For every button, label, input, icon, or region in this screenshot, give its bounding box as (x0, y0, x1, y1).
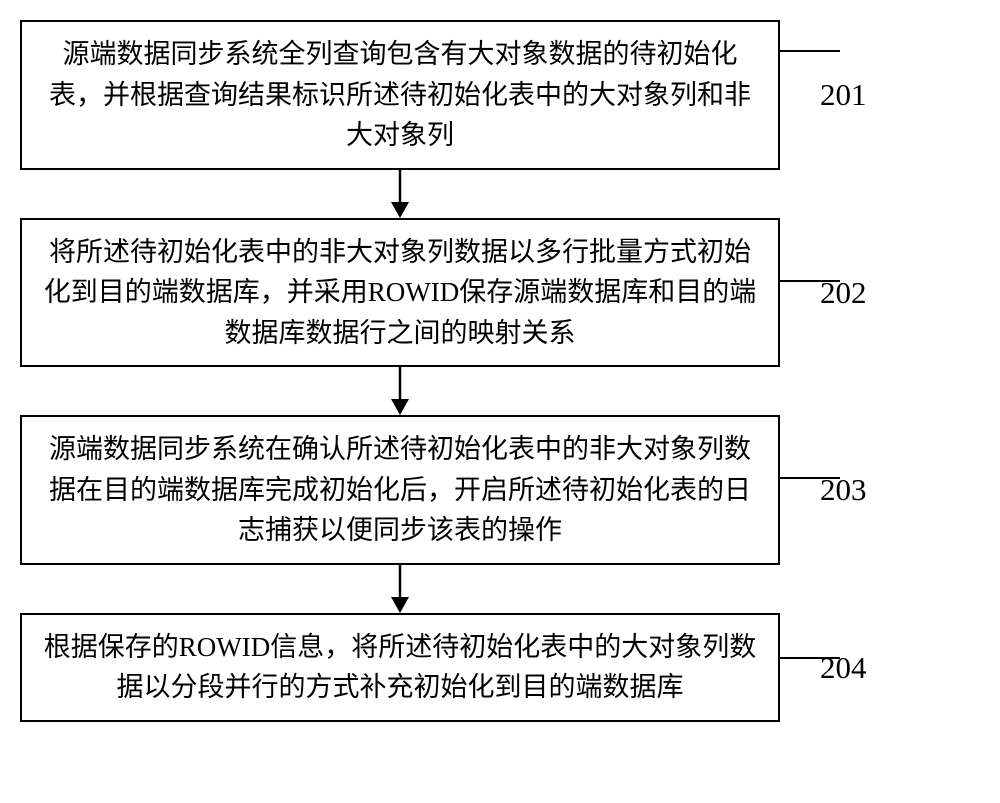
arrow-down-icon (380, 170, 420, 218)
flow-step-text: 源端数据同步系统全列查询包含有大对象数据的待初始化表，并根据查询结果标识所述待初… (49, 39, 751, 150)
flow-connector (20, 565, 780, 613)
flow-step-row: 源端数据同步系统在确认所述待初始化表中的非大对象列数据在目的端数据库完成初始化后… (20, 415, 980, 565)
label-connector-line (780, 477, 840, 479)
flow-step-text: 源端数据同步系统在确认所述待初始化表中的非大对象列数据在目的端数据库完成初始化后… (49, 434, 751, 545)
flow-step-row: 源端数据同步系统全列查询包含有大对象数据的待初始化表，并根据查询结果标识所述待初… (20, 20, 980, 170)
flowchart-container: 源端数据同步系统全列查询包含有大对象数据的待初始化表，并根据查询结果标识所述待初… (20, 20, 980, 722)
label-connector-line (780, 50, 840, 52)
label-connector-line (780, 657, 840, 659)
flow-step-row: 根据保存的ROWID信息，将所述待初始化表中的大对象列数据以分段并行的方式补充初… (20, 613, 980, 722)
flow-connector (20, 170, 780, 218)
flow-step-box: 将所述待初始化表中的非大对象列数据以多行批量方式初始化到目的端数据库，并采用RO… (20, 218, 780, 368)
flow-step-label: 201 (820, 79, 867, 110)
arrow-down-icon (380, 565, 420, 613)
flow-step-row: 将所述待初始化表中的非大对象列数据以多行批量方式初始化到目的端数据库，并采用RO… (20, 218, 980, 368)
flow-step-text: 根据保存的ROWID信息，将所述待初始化表中的大对象列数据以分段并行的方式补充初… (44, 632, 756, 703)
flow-step-text: 将所述待初始化表中的非大对象列数据以多行批量方式初始化到目的端数据库，并采用RO… (44, 237, 756, 348)
arrow-down-icon (380, 367, 420, 415)
flow-step-box: 根据保存的ROWID信息，将所述待初始化表中的大对象列数据以分段并行的方式补充初… (20, 613, 780, 722)
label-connector-line (780, 280, 840, 282)
flow-step-box: 源端数据同步系统在确认所述待初始化表中的非大对象列数据在目的端数据库完成初始化后… (20, 415, 780, 565)
flow-connector (20, 367, 780, 415)
flow-step-box: 源端数据同步系统全列查询包含有大对象数据的待初始化表，并根据查询结果标识所述待初… (20, 20, 780, 170)
